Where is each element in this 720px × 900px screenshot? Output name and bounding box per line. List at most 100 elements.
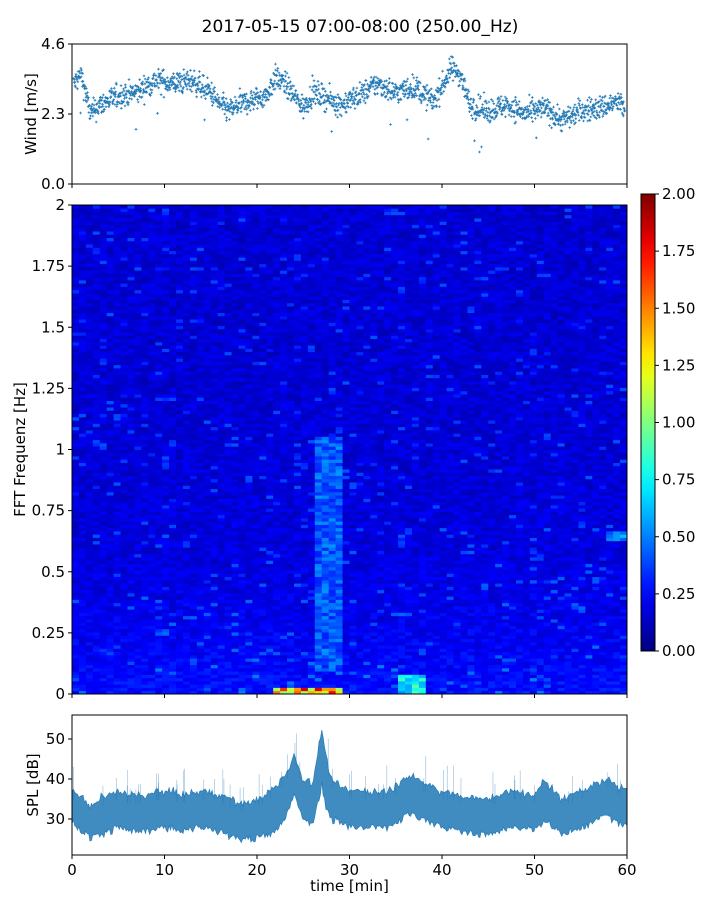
- spectrogram-cell: [120, 364, 128, 369]
- spectrogram-cell: [120, 508, 128, 512]
- spectrogram-cell: [162, 452, 170, 457]
- spectrogram-cell: [169, 358, 177, 362]
- spectrogram-cell: [72, 472, 80, 476]
- spectrogram-cell: [189, 377, 198, 382]
- spectrogram-cell: [85, 469, 94, 473]
- spectrogram-cell: [189, 521, 198, 525]
- wind-point: [473, 139, 476, 143]
- wind-point: [336, 115, 339, 119]
- spectrogram-cell: [210, 547, 219, 551]
- spectrogram-cell: [113, 218, 121, 222]
- spectrogram-cell: [99, 286, 108, 291]
- spectrogram-cell: [72, 221, 80, 225]
- spectrogram-cell: [203, 283, 212, 287]
- spectrogram-cell: [113, 674, 121, 679]
- spectrogram-cell: [203, 619, 212, 623]
- spectrogram-cell: [176, 459, 184, 463]
- spectrogram-cell: [189, 495, 198, 499]
- spectrogram-cell: [162, 602, 170, 607]
- spectrogram-cell: [106, 583, 115, 587]
- spectrogram-cell: [92, 495, 101, 499]
- spectrogram-cell: [72, 260, 80, 265]
- spectrogram-cell: [196, 381, 205, 385]
- spectrogram-cell: [176, 377, 184, 382]
- spectrogram-cell: [113, 227, 121, 232]
- spectrogram-cell: [78, 253, 87, 258]
- spectrogram-cell: [106, 625, 115, 630]
- spectrogram-cell: [189, 511, 198, 516]
- spectrogram-cell: [169, 240, 177, 245]
- spectrogram-cell: [127, 527, 135, 532]
- spectrogram-cell: [169, 377, 177, 382]
- spectrogram-cell: [99, 534, 108, 538]
- spectrogram-cell: [106, 341, 115, 346]
- spectrogram-cell: [99, 615, 108, 620]
- spectrogram-cell: [85, 524, 94, 529]
- spectrogram-cell: [106, 456, 115, 460]
- spectrogram-cell: [106, 469, 115, 473]
- spectrogram-cell: [210, 234, 219, 238]
- spectrogram-cell: [127, 609, 135, 613]
- spectrogram-cell: [141, 478, 149, 483]
- spectrogram-cell: [183, 410, 191, 415]
- spectrogram-cell: [189, 459, 198, 463]
- spectrogram-cell: [99, 266, 108, 271]
- spectrogram-cell: [176, 527, 184, 532]
- spectrogram-cell: [72, 465, 80, 470]
- spectrogram-cell: [120, 227, 128, 232]
- spectrogram-cell: [127, 615, 135, 620]
- spectrogram-cell: [210, 429, 219, 434]
- spectrogram-cell: [92, 563, 101, 568]
- spectrogram-cell: [120, 599, 128, 604]
- spectrogram-cell: [99, 332, 108, 336]
- wind-point: [101, 105, 105, 108]
- spectrogram-cell: [127, 605, 135, 610]
- spectrogram-cell: [113, 566, 121, 571]
- spectrogram-cell: [127, 237, 135, 242]
- spectrogram-cell: [155, 368, 163, 372]
- spectrogram-cell: [162, 410, 170, 415]
- spectrogram-cell: [210, 286, 219, 291]
- spectrogram-cell: [134, 231, 142, 235]
- spectrogram-cell: [210, 368, 219, 372]
- spectrogram-cell: [78, 309, 87, 313]
- spectrogram-cell: [120, 596, 128, 600]
- spectrogram-cell: [99, 632, 108, 636]
- spectrogram-cell: [127, 612, 135, 617]
- spectrogram-cell: [169, 605, 177, 610]
- spectrogram-cell: [148, 423, 156, 428]
- wind-point: [153, 82, 156, 85]
- spectrogram-cell: [141, 534, 149, 538]
- spectrogram-cell: [155, 537, 163, 542]
- spectrogram-cell: [106, 651, 115, 656]
- spectrogram-cell: [127, 680, 135, 685]
- spectrogram-cell: [148, 622, 156, 626]
- spectrogram-cell: [127, 345, 135, 349]
- spectrogram-cell: [189, 289, 198, 294]
- spectrogram-cell: [176, 531, 184, 535]
- spectrogram-cell: [203, 250, 212, 255]
- spectrogram-cell: [120, 374, 128, 379]
- spectrogram-cell: [85, 322, 94, 327]
- spectrogram-cell: [127, 540, 135, 545]
- spectrogram-cell: [210, 619, 219, 623]
- spectrogram-cell: [155, 459, 163, 463]
- spectrogram-cell: [189, 205, 198, 209]
- spectrogram-cell: [210, 677, 219, 682]
- wind-point: [588, 96, 591, 99]
- spectrogram-cell: [210, 599, 219, 604]
- spectrogram-cell: [162, 244, 170, 248]
- spectrogram-cell: [176, 221, 184, 225]
- spectrogram-cell: [99, 674, 108, 679]
- spectrogram-cell: [176, 560, 184, 564]
- spectrogram-cell: [78, 534, 87, 538]
- spectrogram-cell: [162, 677, 170, 682]
- wind-point: [514, 95, 517, 99]
- spectrogram-cell: [85, 420, 94, 424]
- spectrogram-cell: [217, 671, 226, 675]
- spectrogram-cell: [141, 244, 149, 248]
- spectrogram-cell: [78, 426, 87, 431]
- spectrogram-cell: [78, 283, 87, 287]
- spectrogram-cell: [148, 384, 156, 388]
- spectrogram-cell: [141, 433, 149, 437]
